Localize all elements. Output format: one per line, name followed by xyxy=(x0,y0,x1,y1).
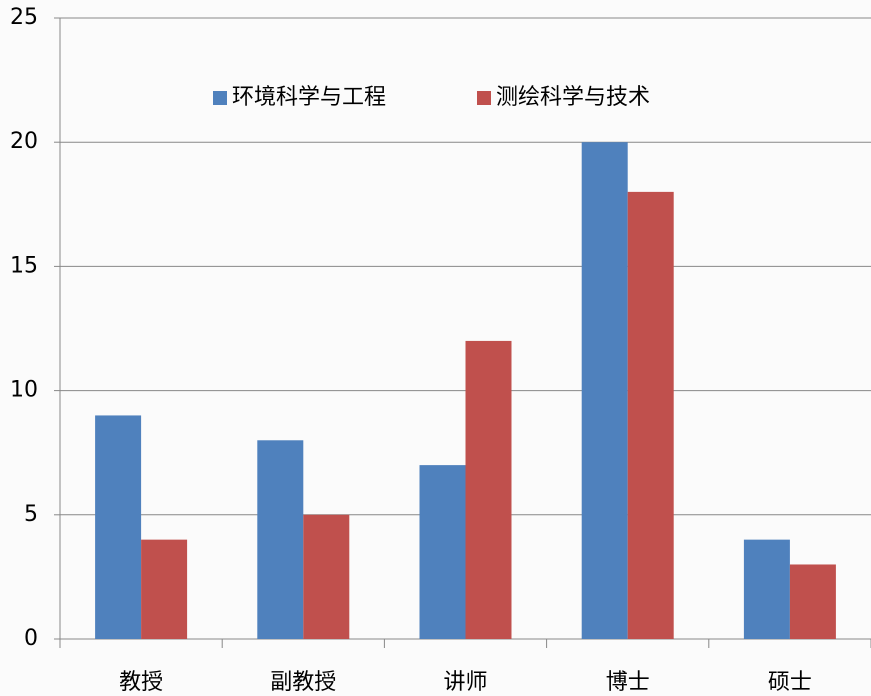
x-tick-label: 副教授 xyxy=(270,670,336,695)
x-tick-label: 硕士 xyxy=(768,670,812,695)
x-tick-label: 教授 xyxy=(119,670,163,695)
y-tick-label: 10 xyxy=(10,378,38,403)
y-tick-label: 25 xyxy=(10,5,38,30)
y-tick-label: 0 xyxy=(24,626,38,651)
legend-label: 测绘科学与技术 xyxy=(496,85,650,110)
bar xyxy=(141,539,188,639)
legend-label: 环境科学与工程 xyxy=(232,85,386,110)
legend-swatch xyxy=(213,91,227,105)
x-tick-label: 博士 xyxy=(606,670,650,695)
bar xyxy=(743,539,790,639)
bar xyxy=(789,564,836,639)
y-tick-label: 5 xyxy=(24,502,38,527)
bar xyxy=(419,465,466,639)
bar xyxy=(627,191,674,639)
bar xyxy=(95,415,142,639)
bar xyxy=(465,340,512,639)
legend-swatch xyxy=(477,91,491,105)
bar xyxy=(257,440,304,639)
y-tick-label: 20 xyxy=(10,129,38,154)
bar xyxy=(303,514,350,639)
bar xyxy=(581,142,628,639)
y-tick-label: 15 xyxy=(10,253,38,278)
x-tick-label: 讲师 xyxy=(443,670,487,695)
